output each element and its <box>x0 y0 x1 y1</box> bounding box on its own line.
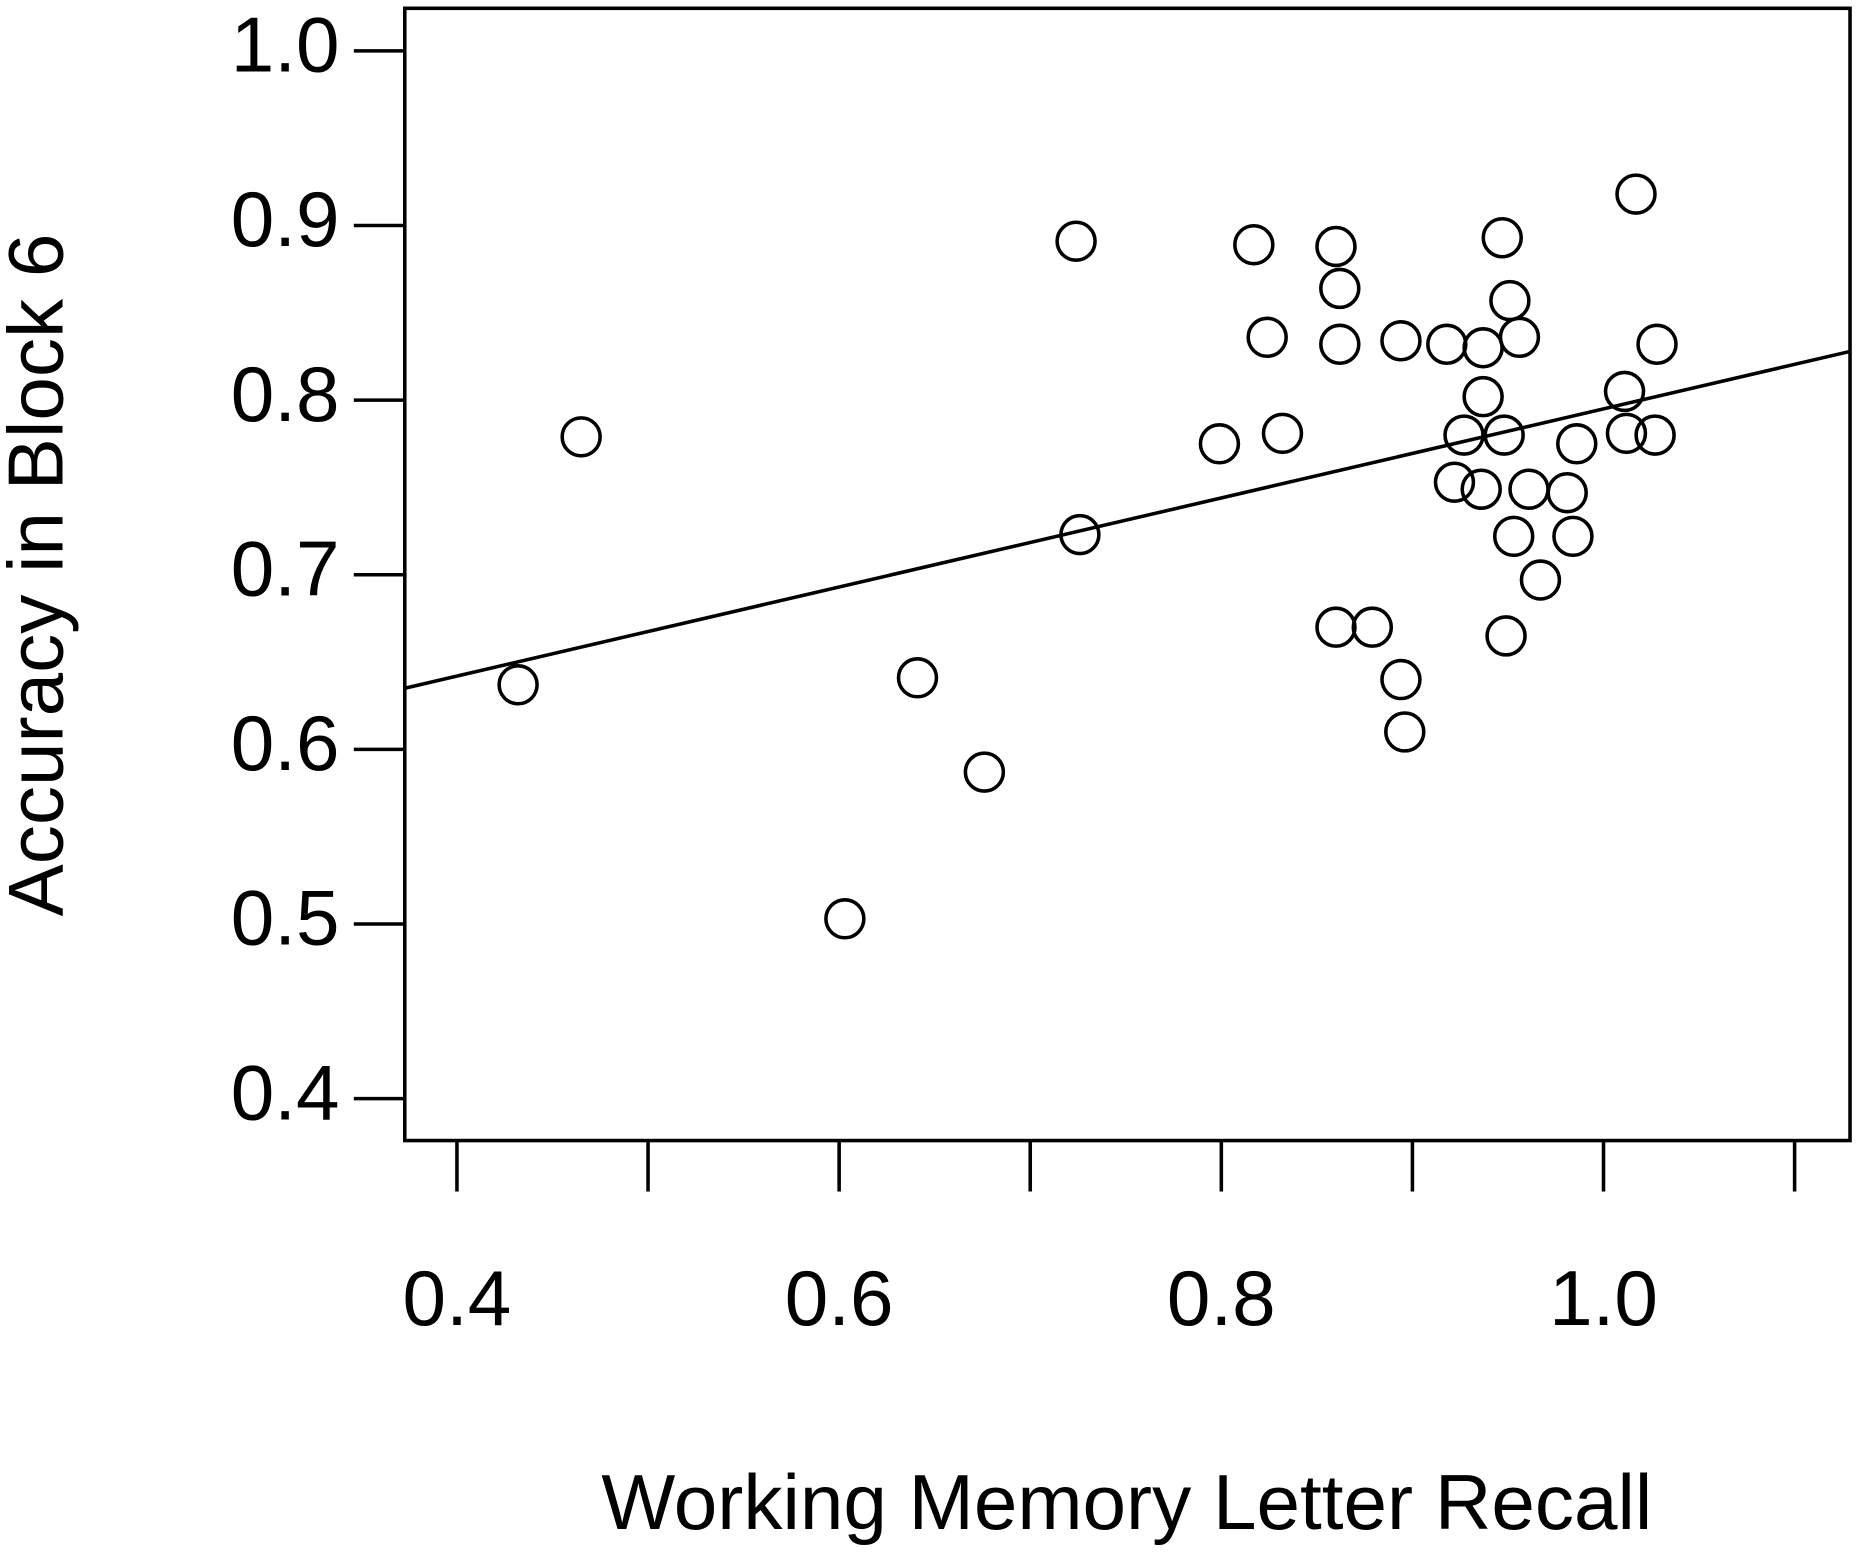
regression-line <box>404 349 1851 690</box>
y-tick-label: 0.9 <box>231 175 340 263</box>
point <box>560 416 602 458</box>
point <box>963 751 1006 793</box>
y-tick-label: 0.5 <box>231 874 340 962</box>
point <box>1498 316 1541 359</box>
point <box>1552 515 1594 558</box>
point <box>1351 606 1394 648</box>
point <box>1433 461 1476 503</box>
y-tick-label: 0.8 <box>231 350 340 438</box>
point <box>1615 173 1657 215</box>
point <box>1603 370 1646 413</box>
point <box>1492 515 1535 558</box>
point <box>1462 327 1504 369</box>
point <box>1319 323 1361 366</box>
point <box>1380 658 1422 701</box>
point <box>1246 316 1288 359</box>
y-tick-label: 0.6 <box>231 699 340 787</box>
point <box>1489 279 1531 322</box>
point <box>1315 225 1357 268</box>
x-tick-label: 0.6 <box>785 1254 894 1342</box>
point <box>1426 323 1468 366</box>
point <box>1462 375 1504 418</box>
point <box>1443 414 1485 456</box>
plot-frame <box>402 6 1852 1143</box>
y-tick-label: 0.7 <box>231 524 340 612</box>
point <box>1519 559 1562 601</box>
point <box>1198 423 1241 465</box>
point <box>896 657 939 699</box>
x-axis-title: Working Memory Letter Recall <box>601 1458 1652 1546</box>
point <box>1481 217 1523 259</box>
point <box>1055 220 1097 262</box>
point <box>497 664 539 706</box>
point <box>1380 320 1422 362</box>
point <box>1485 615 1527 657</box>
point <box>824 898 866 940</box>
point <box>1261 412 1304 455</box>
point <box>1315 606 1357 648</box>
point <box>1546 471 1588 514</box>
y-tick-label: 1.0 <box>231 1 340 89</box>
y-axis-title: Accuracy in Block 6 <box>0 234 80 917</box>
point <box>1556 423 1598 465</box>
point <box>1384 711 1426 753</box>
point <box>1319 267 1361 310</box>
x-tick-label: 0.8 <box>1167 1254 1276 1342</box>
point <box>1508 468 1550 510</box>
point <box>1460 468 1502 510</box>
x-tick-label: 0.4 <box>403 1254 512 1342</box>
point <box>1605 412 1648 455</box>
x-tick-label: 1.0 <box>1549 1254 1658 1342</box>
point <box>1233 223 1275 266</box>
y-tick-label: 0.4 <box>231 1048 340 1136</box>
point <box>1636 323 1678 366</box>
point <box>1634 414 1676 456</box>
